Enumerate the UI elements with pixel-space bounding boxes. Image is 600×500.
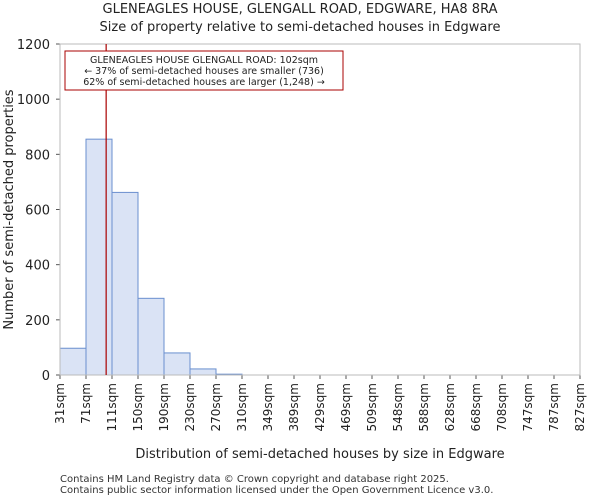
x-tick-label: 111sqm	[105, 383, 119, 431]
x-tick-label: 628sqm	[443, 383, 457, 431]
x-tick-label: 548sqm	[391, 383, 405, 431]
annotation-line-3: 62% of semi-detached houses are larger (…	[83, 77, 325, 88]
x-tick-label: 469sqm	[339, 383, 353, 431]
histogram-bar	[163, 352, 191, 376]
y-axis-label: Number of semi-detached properties	[2, 89, 17, 329]
y-tick-label: 200	[25, 314, 50, 329]
bars-group	[59, 138, 243, 376]
y-tick-label: 0	[42, 369, 50, 384]
x-tick-label: 389sqm	[287, 383, 301, 431]
y-tick-label: 1000	[17, 93, 50, 108]
x-tick-label: 747sqm	[521, 383, 535, 431]
y-tick-label: 600	[25, 204, 50, 219]
x-tick-label: 588sqm	[417, 383, 431, 431]
x-axis-ticks: 31sqm 71sqm 111sqm 150sqm 190sqm 230sqm 270sqm…	[53, 375, 587, 431]
y-tick-label: 1200	[17, 38, 50, 53]
chart-title: GLENEAGLES HOUSE, GLENGALL ROAD, EDGWARE…	[102, 2, 498, 17]
histogram-bar	[137, 297, 165, 376]
histogram-bar	[85, 138, 113, 376]
x-tick-label: 429sqm	[313, 383, 327, 431]
y-axis-ticks: 0 200 400 600 800 1000 1200	[17, 38, 60, 384]
x-tick-label: 190sqm	[157, 383, 171, 431]
y-tick-label: 800	[25, 148, 50, 163]
x-tick-label: 827sqm	[573, 383, 587, 431]
x-tick-label: 31sqm	[53, 383, 67, 424]
x-tick-label: 230sqm	[183, 383, 197, 431]
histogram-bar	[111, 191, 139, 376]
x-tick-label: 349sqm	[261, 383, 275, 431]
x-tick-label: 708sqm	[495, 383, 509, 431]
x-tick-label: 509sqm	[365, 383, 379, 431]
x-tick-label: 270sqm	[209, 383, 223, 431]
chart-subtitle: Size of property relative to semi-detach…	[99, 20, 501, 35]
x-tick-label: 71sqm	[79, 383, 93, 424]
x-tick-label: 787sqm	[547, 383, 561, 431]
annotation-line-2: ← 37% of semi-detached houses are smalle…	[84, 66, 324, 77]
x-tick-label: 310sqm	[235, 383, 249, 431]
annotation-line-1: GLENEAGLES HOUSE GLENGALL ROAD: 102sqm	[90, 55, 318, 66]
plot-frame	[59, 43, 581, 376]
x-tick-label: 150sqm	[131, 383, 145, 431]
histogram-bar	[59, 347, 87, 376]
footer-copyright: Contains HM Land Registry data © Crown c…	[60, 474, 449, 485]
x-tick-label: 668sqm	[469, 383, 483, 431]
x-axis-label: Distribution of semi-detached houses by …	[135, 447, 504, 462]
footer-licence: Contains public sector information licen…	[60, 485, 494, 496]
annotation-box	[64, 50, 344, 91]
y-tick-label: 400	[25, 259, 50, 274]
histogram-bar	[189, 368, 217, 376]
